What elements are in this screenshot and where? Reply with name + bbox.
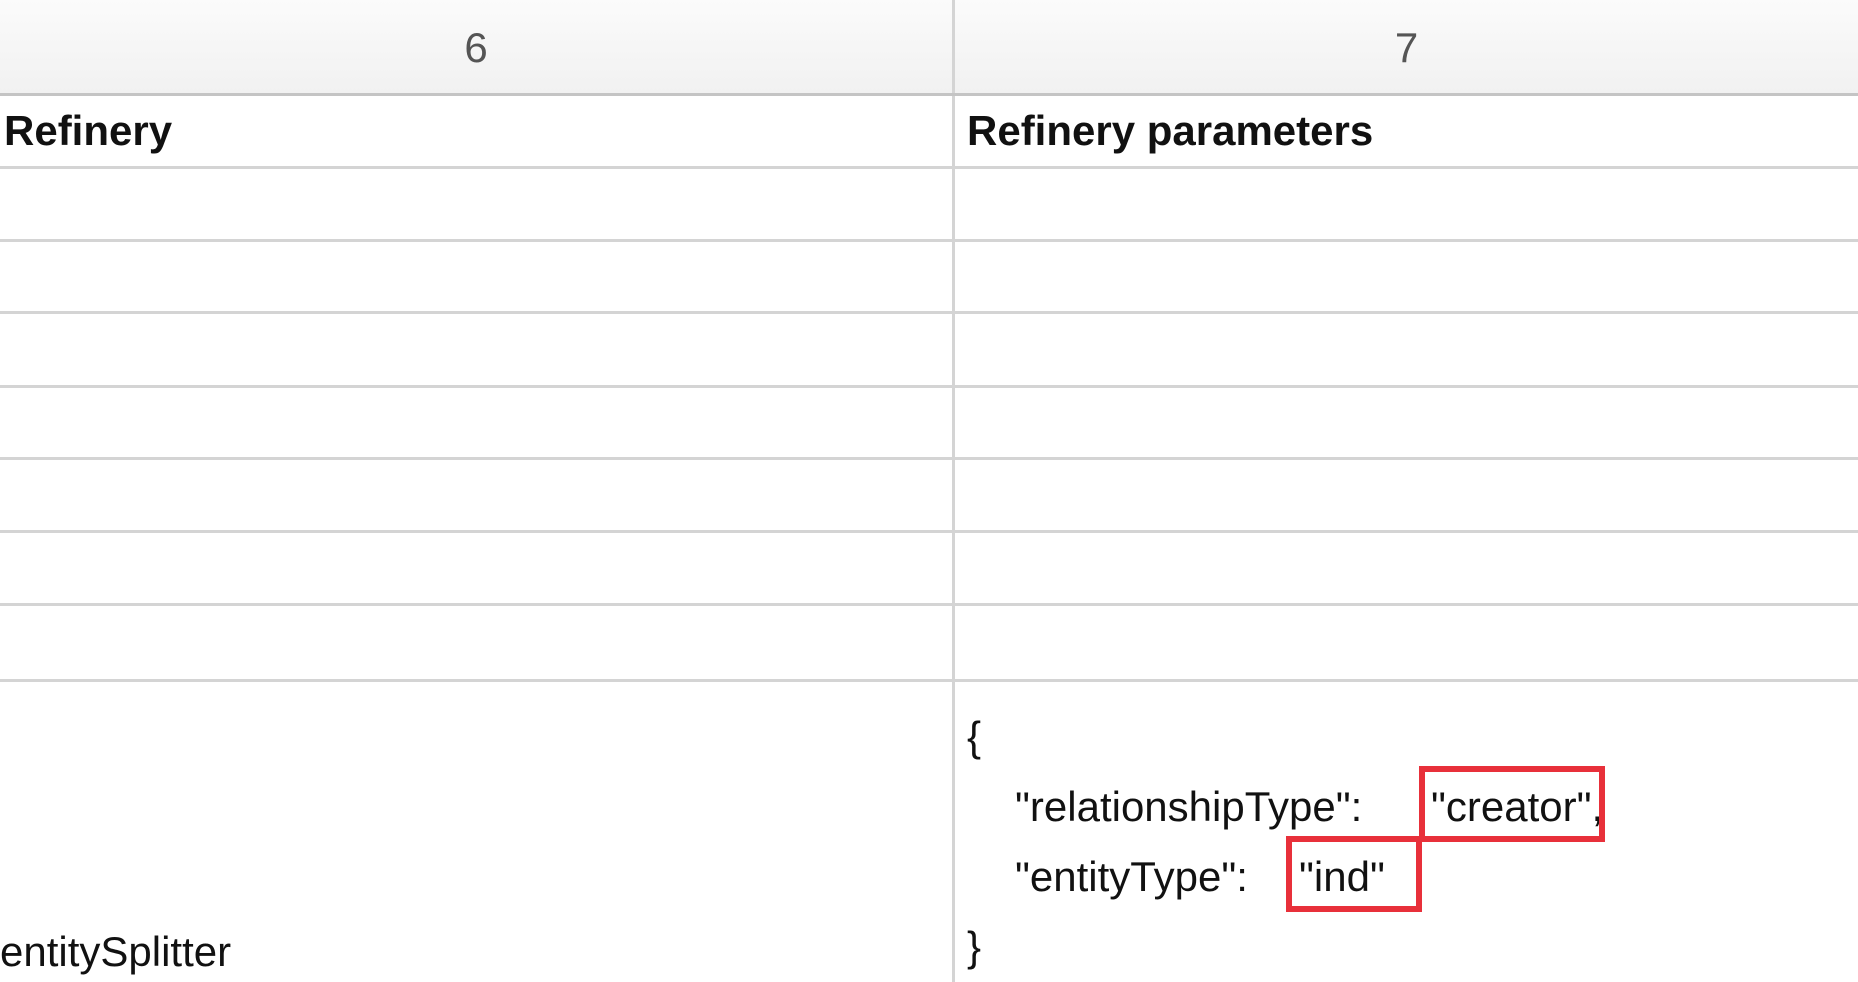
refinery-name: entitySplitter <box>0 928 232 975</box>
cell-empty[interactable] <box>955 314 1858 385</box>
column-header-6[interactable]: 6 <box>0 0 955 93</box>
cell-empty[interactable] <box>0 242 955 311</box>
cell-empty[interactable] <box>0 314 955 385</box>
cell-refinery-header[interactable]: Refinery <box>0 96 955 166</box>
cell-refinery-value[interactable]: entitySplitter <box>0 682 955 982</box>
column-header-bar: 6 7 <box>0 0 1858 96</box>
cell-empty[interactable] <box>0 460 955 530</box>
cell-empty[interactable] <box>955 242 1858 311</box>
json-close-brace: } <box>967 923 982 970</box>
cell-empty[interactable] <box>955 460 1858 530</box>
json-open-brace: { <box>967 713 982 760</box>
json-value-ind: "ind" <box>1299 853 1385 900</box>
table-row <box>0 169 1858 242</box>
json-key-relationship-type: "relationshipType": <box>1015 783 1375 830</box>
json-value-creator: "creator", <box>1431 783 1604 830</box>
cell-refinery-parameters-header[interactable]: Refinery parameters <box>967 107 1374 154</box>
cell-empty[interactable] <box>0 169 955 239</box>
table-row: Refinery Refinery parameters <box>0 96 1858 169</box>
table-row <box>0 460 1858 533</box>
table-row <box>0 388 1858 460</box>
highlight-box-ind <box>1286 836 1422 912</box>
column-header-7[interactable]: 7 <box>1394 24 1419 71</box>
cell-empty[interactable] <box>955 169 1858 239</box>
cell-empty[interactable] <box>955 388 1858 457</box>
cell-refinery-parameters-value[interactable]: { "relationshipType": "creator", "entity… <box>955 682 1858 982</box>
cell-empty[interactable] <box>0 388 955 457</box>
table-row <box>0 314 1858 388</box>
table-row <box>0 242 1858 314</box>
table-row <box>0 606 1858 682</box>
cell-empty[interactable] <box>955 533 1858 603</box>
json-key-entity-type: "entityType": <box>1015 853 1260 900</box>
table-row <box>0 533 1858 606</box>
cell-empty[interactable] <box>955 606 1858 679</box>
table-row: entitySplitter { "relationshipType": "cr… <box>0 682 1858 982</box>
cell-empty[interactable] <box>0 533 955 603</box>
highlight-box-creator <box>1419 766 1605 842</box>
cell-empty[interactable] <box>0 606 955 679</box>
